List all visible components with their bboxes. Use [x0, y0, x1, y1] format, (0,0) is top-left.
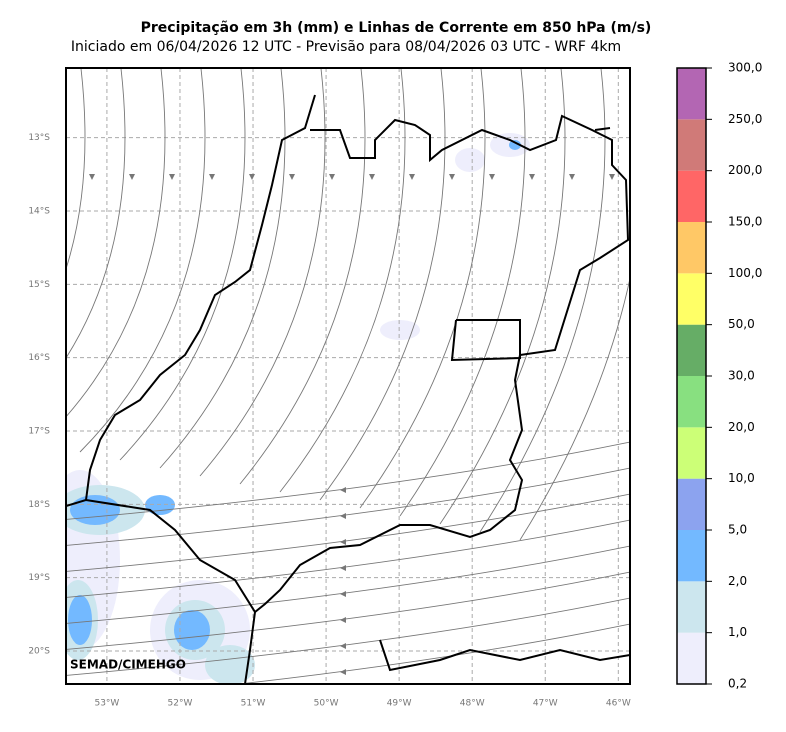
streamline	[0, 60, 45, 420]
title: Precipitação em 3h (mm) e Linhas de Corr…	[141, 20, 652, 36]
streamline	[519, 276, 630, 541]
streamline	[66, 441, 630, 520]
colorbar-segment	[677, 581, 706, 633]
colorbar-label: 30,0	[728, 369, 755, 383]
streamline-arrow	[529, 174, 535, 180]
lat-label: 18°S	[28, 500, 50, 510]
lat-label: 14°S	[28, 207, 50, 217]
colorbar-segment	[677, 222, 706, 274]
lat-label: 17°S	[28, 427, 50, 437]
streamline-arrow	[129, 174, 135, 180]
lon-label: 52°W	[168, 699, 193, 709]
streamline	[66, 68, 86, 271]
streamline-arrow	[649, 174, 655, 180]
streamline	[66, 519, 630, 598]
colorbar-segment	[677, 324, 706, 376]
streamline-arrow	[409, 174, 415, 180]
streamline-arrow	[449, 174, 455, 180]
lon-label: 48°W	[460, 699, 485, 709]
streamline-arrow	[209, 174, 215, 180]
colorbar-segment	[677, 119, 706, 171]
streamline	[239, 68, 366, 485]
colorbar-label: 50,0	[728, 317, 755, 331]
streamline-arrow	[340, 487, 346, 493]
colorbar-label: 20,0	[728, 420, 755, 434]
streamline-arrow	[49, 174, 55, 180]
colorbar-label: 0,2	[728, 677, 747, 691]
map-frame	[65, 67, 631, 685]
streamline-arrow	[340, 643, 346, 649]
colorbar-segment	[677, 632, 706, 684]
borders	[66, 94, 630, 684]
lon-label: 47°W	[533, 699, 558, 709]
subtitle: Iniciado em 06/04/2026 12 UTC - Previsão…	[71, 39, 621, 55]
streamline	[66, 467, 630, 546]
streamline	[399, 68, 526, 517]
colorbar-label: 2,0	[728, 574, 747, 588]
streamline	[235, 623, 630, 684]
colorbar-label: 300,0	[728, 61, 762, 75]
lat-label: 13°S	[28, 133, 50, 143]
streamline	[66, 545, 630, 624]
streamline	[66, 68, 166, 418]
streamline-arrow	[340, 565, 346, 571]
colorbar-segment	[677, 427, 706, 479]
colorbar-label: 10,0	[728, 471, 755, 485]
colorbar-segment	[677, 68, 706, 120]
streamline	[66, 571, 630, 650]
colorbar-segment	[677, 530, 706, 582]
streamline	[159, 68, 286, 469]
streamline-arrow	[340, 513, 346, 519]
colorbar-label: 100,0	[728, 266, 762, 280]
streamline	[66, 597, 630, 676]
lat-label: 15°S	[28, 280, 50, 290]
streamline	[319, 68, 446, 501]
streamline-arrow	[609, 174, 615, 180]
streamline-arrow	[489, 174, 495, 180]
streamline-arrow	[340, 539, 346, 545]
map-area	[0, 60, 655, 684]
lon-label: 46°W	[606, 699, 631, 709]
lon-label: 50°W	[314, 699, 339, 709]
colorbar-label: 150,0	[728, 215, 762, 229]
credit: SEMAD/CIMEHGO	[70, 658, 186, 672]
streamline	[199, 68, 326, 477]
colorbar-label: 250,0	[728, 112, 762, 126]
streamline-arrow	[340, 669, 346, 675]
lat-label: 16°S	[28, 353, 50, 363]
streamline	[359, 68, 486, 509]
streamline-arrow	[340, 591, 346, 597]
colorbar-label: 1,0	[728, 625, 747, 639]
streamline-arrow	[369, 174, 375, 180]
streamline	[79, 68, 206, 453]
lat-label: 20°S	[28, 647, 50, 657]
colorbar-segment	[677, 478, 706, 530]
streamline	[119, 68, 246, 461]
streamline	[66, 68, 126, 359]
colorbar-segment	[677, 170, 706, 222]
colorbar-segment	[677, 376, 706, 428]
streamline-arrow	[89, 174, 95, 180]
streamline	[439, 68, 566, 525]
streamline-arrow	[169, 174, 175, 180]
colorbar-segment	[677, 273, 706, 325]
streamline-arrow	[569, 174, 575, 180]
lon-label: 49°W	[387, 699, 412, 709]
streamlines	[0, 60, 655, 684]
precipitation	[66, 133, 530, 684]
colorbar-label: 200,0	[728, 163, 762, 177]
colorbar-label: 5,0	[728, 523, 747, 537]
lon-label: 53°W	[94, 699, 119, 709]
streamline-arrow	[289, 174, 295, 180]
lat-label: 19°S	[28, 573, 50, 583]
streamline-arrow	[329, 174, 335, 180]
streamline-arrow	[249, 174, 255, 180]
colorbar-frame	[676, 67, 707, 685]
streamline	[479, 68, 606, 533]
streamline-arrow	[340, 617, 346, 623]
lon-label: 51°W	[241, 699, 266, 709]
streamline	[279, 68, 406, 493]
